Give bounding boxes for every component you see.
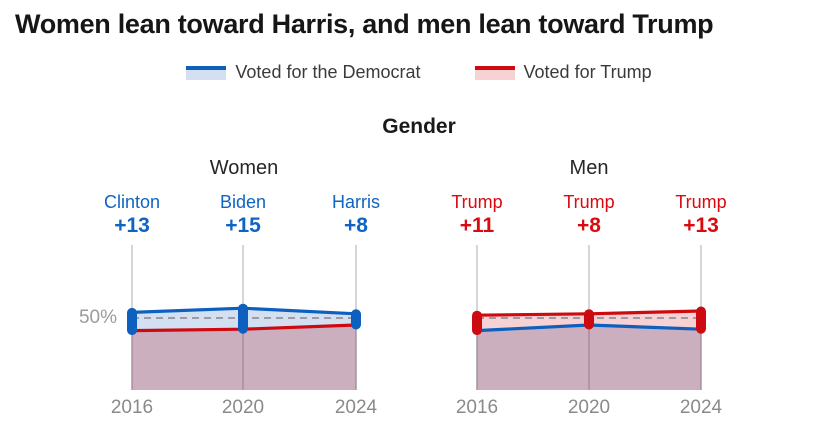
men-xtick-2024: 2024	[679, 397, 723, 418]
men-margin-capsule-2016	[472, 310, 482, 336]
women-margin-capsule-2020	[238, 303, 248, 334]
legend-item-democrat: Voted for the Democrat	[186, 62, 421, 83]
women-margin-capsule-2016	[127, 307, 137, 336]
men-overlap-area	[477, 325, 701, 390]
men-2016-candidate: Trump	[451, 192, 503, 212]
legend-label-democrat: Voted for the Democrat	[235, 62, 421, 82]
men-xtick-2016: 2016	[455, 397, 499, 418]
women-overlap-area	[132, 325, 356, 390]
trump-swatch-icon	[474, 65, 515, 80]
women-xtick-2016: 2016	[110, 397, 154, 418]
legend-item-trump: Voted for Trump	[474, 62, 652, 83]
chart-title: Women lean toward Harris, and men lean t…	[15, 9, 714, 39]
men-margin-capsule-2024	[696, 306, 706, 334]
women-2020-margin: +15	[225, 214, 261, 237]
men-2020-margin: +8	[577, 214, 601, 237]
y-axis-50pct-label: 50%	[78, 307, 117, 328]
women-2024-candidate: Harris	[332, 192, 380, 212]
women-2020-candidate: Biden	[219, 192, 267, 212]
democrat-swatch-icon	[186, 65, 227, 80]
men-margin-capsule-2020	[584, 309, 594, 330]
men-xtick-2020: 2020	[567, 397, 611, 418]
men-2024-margin: +13	[683, 214, 719, 237]
men-2024-candidate: Trump	[675, 192, 727, 212]
women-2024-margin: +8	[344, 214, 368, 237]
panel-title-women: Women	[209, 157, 279, 179]
women-2016-candidate: Clinton	[103, 192, 161, 212]
section-heading: Gender	[382, 115, 456, 138]
panel-title-men: Men	[569, 157, 609, 179]
women-xtick-2020: 2020	[221, 397, 265, 418]
women-xtick-2024: 2024	[334, 397, 378, 418]
women-margin-capsule-2024	[351, 309, 361, 330]
men-2016-margin: +11	[459, 214, 495, 237]
legend: Voted for the Democrat Voted for Trump	[0, 62, 838, 83]
men-2020-candidate: Trump	[563, 192, 615, 212]
legend-label-trump: Voted for Trump	[523, 62, 652, 82]
women-2016-margin: +13	[114, 214, 150, 237]
